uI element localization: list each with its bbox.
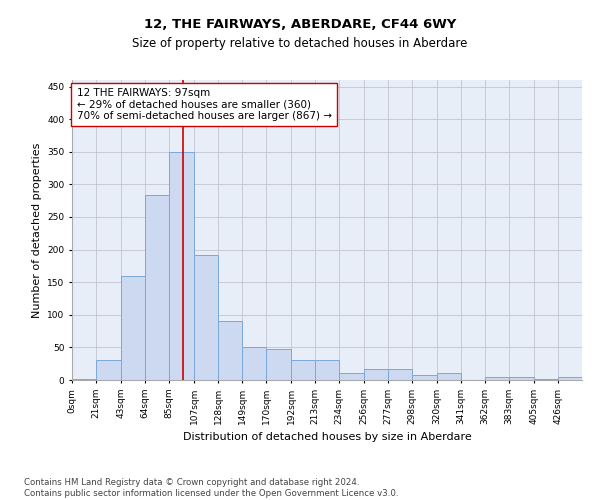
Text: 12 THE FAIRWAYS: 97sqm
← 29% of detached houses are smaller (360)
70% of semi-de: 12 THE FAIRWAYS: 97sqm ← 29% of detached… — [77, 88, 332, 121]
Bar — [291, 360, 315, 380]
Text: Size of property relative to detached houses in Aberdare: Size of property relative to detached ho… — [133, 38, 467, 51]
Bar — [364, 369, 388, 380]
Bar — [169, 152, 194, 380]
Bar — [121, 276, 145, 380]
Bar — [485, 376, 509, 380]
X-axis label: Distribution of detached houses by size in Aberdare: Distribution of detached houses by size … — [182, 432, 472, 442]
Bar — [242, 348, 266, 380]
Bar — [509, 376, 534, 380]
Y-axis label: Number of detached properties: Number of detached properties — [32, 142, 41, 318]
Bar — [388, 369, 412, 380]
Bar — [339, 374, 364, 380]
Bar — [558, 376, 582, 380]
Bar — [72, 378, 96, 380]
Bar — [194, 255, 218, 380]
Text: Contains HM Land Registry data © Crown copyright and database right 2024.
Contai: Contains HM Land Registry data © Crown c… — [24, 478, 398, 498]
Bar — [315, 360, 339, 380]
Bar — [145, 196, 169, 380]
Bar — [437, 374, 461, 380]
Bar — [534, 378, 558, 380]
Bar — [218, 322, 242, 380]
Bar — [266, 348, 291, 380]
Text: 12, THE FAIRWAYS, ABERDARE, CF44 6WY: 12, THE FAIRWAYS, ABERDARE, CF44 6WY — [144, 18, 456, 30]
Bar — [412, 375, 437, 380]
Bar — [96, 360, 121, 380]
